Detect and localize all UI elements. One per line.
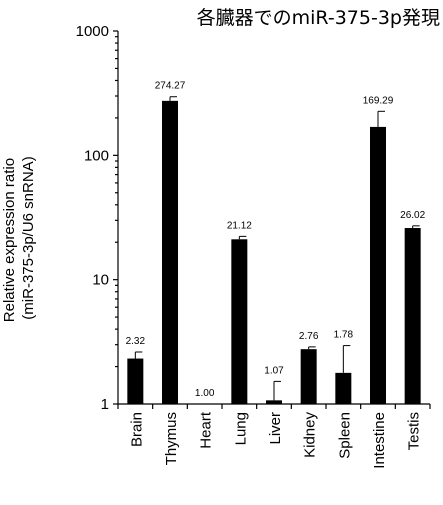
y-tick-label: 10 (92, 272, 109, 289)
x-tick-label: Kidney (302, 412, 319, 458)
data-label: 2.32 (126, 336, 146, 347)
data-label: 26.02 (400, 210, 425, 221)
bar-lung (231, 239, 248, 404)
error-bars (134, 96, 420, 401)
x-axis-ticks (117, 404, 431, 409)
bar-spleen (335, 372, 352, 404)
data-label: 169.29 (363, 95, 394, 106)
chart-title: 各臓器でのmiR-375-3p発現 (197, 7, 440, 29)
bars (127, 100, 421, 405)
bar-testis (404, 228, 421, 404)
x-tick-label: Spleen (336, 412, 353, 459)
x-tick-label: Lung (232, 412, 249, 445)
bar-brain (127, 358, 144, 404)
y-axis-ticks: 1 10 100 1000 (76, 23, 118, 413)
bar-thymus (162, 100, 178, 405)
data-label: 1.07 (264, 365, 284, 376)
bar-kidney (300, 349, 317, 404)
y-axis-title-line-2: (miR-375-3p/U6 snRNA) (20, 156, 37, 319)
x-tick-label: Testis (406, 412, 423, 450)
data-label: 21.12 (227, 220, 252, 231)
data-label: 274.27 (155, 81, 186, 92)
bar-liver (266, 400, 282, 404)
x-tick-label: Brain (128, 412, 145, 447)
x-tick-label: Intestine (371, 412, 388, 469)
y-tick-label: 100 (84, 147, 109, 164)
y-axis-title-line-1: Relative expression ratio (1, 158, 18, 322)
y-tick-label: 1000 (76, 23, 109, 40)
value-labels: 2.32 274.27 1.00 21.12 1.07 2.76 1.78 169.29 26.… (126, 81, 426, 399)
y-tick-label: 1 (101, 396, 109, 413)
data-label: 1.78 (334, 330, 354, 341)
y-axis-title: Relative expression ratio (miR-375-3p/U6… (1, 154, 37, 322)
x-tick-label: Heart (198, 411, 215, 449)
data-label: 2.76 (299, 331, 319, 342)
bar-intestine (370, 126, 386, 405)
data-label: 1.00 (195, 388, 215, 399)
category-labels: Brain Thymus Heart Lung Liver Kidney Spleen Int… (128, 411, 422, 469)
x-tick-label: Thymus (163, 412, 180, 465)
x-tick-label: Liver (267, 412, 284, 445)
